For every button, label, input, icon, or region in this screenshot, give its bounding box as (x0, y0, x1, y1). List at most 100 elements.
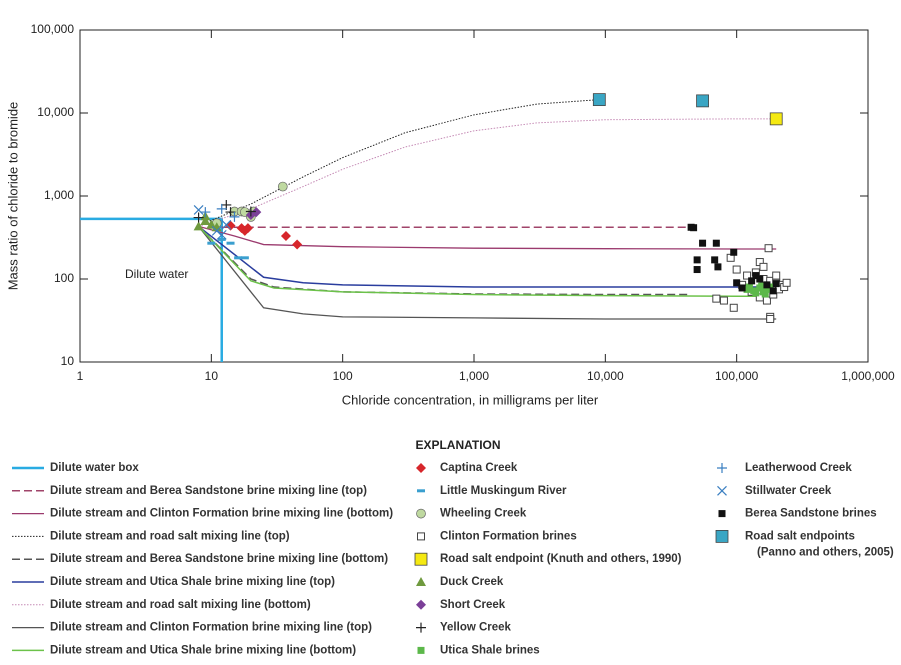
point (761, 290, 769, 298)
x-tick-label: 1 (77, 369, 84, 383)
point (225, 207, 236, 218)
legend-swatch (417, 532, 425, 541)
point (766, 314, 775, 323)
point (200, 207, 211, 218)
legend-label: Wheeling Creek (440, 508, 527, 520)
mixing-line (198, 226, 777, 320)
point (690, 224, 698, 232)
point (748, 277, 756, 285)
legend-label: (Panno and others, 2005) (757, 546, 894, 558)
legend-swatch (416, 508, 426, 519)
legend-label: Dilute stream and Clinton Formation brin… (50, 622, 372, 634)
mixing-line (198, 99, 600, 227)
legend-label: Road salt endpoint (Knuth and others, 19… (440, 553, 682, 565)
legend-swatch (717, 463, 727, 473)
point (752, 272, 760, 280)
point (206, 219, 217, 229)
legend-label: Dilute stream and road salt mixing line … (50, 530, 290, 542)
point (292, 239, 303, 250)
point (756, 275, 764, 283)
legend-swatch (718, 510, 726, 518)
point (758, 282, 766, 290)
mixing-line (198, 225, 777, 250)
legend: Dilute water box Dilute stream and Berea … (12, 462, 894, 656)
legend-swatch (416, 577, 426, 586)
point (743, 271, 752, 280)
point (693, 256, 701, 264)
legend-label: Dilute stream and Berea Sandstone brine … (50, 485, 367, 497)
mixing-line (198, 225, 760, 288)
point (712, 294, 721, 303)
point (738, 284, 746, 292)
legend-title: EXPLANATION (415, 438, 500, 452)
legend-label: Leatherwood Creek (745, 462, 852, 474)
legend-label: Dilute stream and Berea Sandstone brine … (50, 553, 388, 565)
mixing-line (198, 225, 692, 296)
x-tick-label: 1,000,000 (841, 369, 895, 383)
mixing-line (80, 217, 223, 362)
y-axis-label: Mass ratio of chloride to bromide (5, 102, 20, 291)
point (207, 241, 216, 245)
point (221, 219, 232, 230)
point (769, 112, 783, 126)
legend-swatch (717, 485, 727, 496)
point (733, 279, 741, 287)
legend-label: Berea Sandstone brines (745, 508, 877, 520)
legend-label: Dilute stream and Utica Shale brine mixi… (50, 644, 356, 656)
x-tick-label: 10,000 (587, 369, 624, 383)
point (234, 256, 243, 260)
y-tick-label: 100 (54, 271, 74, 285)
plot-frame (79, 29, 869, 363)
point (772, 280, 780, 288)
x-axis-label: Chloride concentration, in milligrams pe… (342, 392, 599, 407)
point (193, 212, 204, 223)
legend-swatch (416, 599, 426, 610)
legend-swatch (417, 646, 425, 654)
point (211, 225, 222, 236)
point (763, 281, 771, 289)
legend-swatch (414, 552, 428, 566)
y-tick-label: 1,000 (44, 188, 74, 202)
point (772, 271, 781, 280)
legend-label: Dilute stream and road salt mixing line … (50, 599, 311, 611)
legend-swatch (715, 530, 729, 543)
point (280, 230, 291, 241)
legend-label: Short Creek (440, 599, 506, 611)
point (200, 215, 211, 225)
legend-label: Utica Shale brines (440, 644, 540, 656)
point (711, 256, 719, 264)
point (217, 237, 226, 241)
mixing-line (198, 118, 777, 227)
x-tick-label: 10 (205, 369, 219, 383)
point (730, 248, 738, 256)
x-tick-label: 100 (333, 369, 353, 383)
x-tick-label: 1,000 (459, 369, 489, 383)
point (592, 93, 606, 107)
point (764, 244, 773, 253)
y-tick-label: 100,000 (31, 22, 75, 36)
point (719, 296, 728, 305)
point (216, 203, 227, 214)
annotation: Dilute water (125, 267, 188, 281)
legend-label: Dilute stream and Utica Shale brine mixi… (50, 576, 335, 588)
y-tick-label: 10,000 (37, 105, 74, 119)
point (245, 206, 256, 217)
point (193, 221, 204, 231)
legend-label: Stillwater Creek (745, 485, 832, 497)
point (193, 204, 204, 215)
legend-label: Captina Creek (440, 462, 518, 474)
legend-label: Road salt endpoints (745, 530, 855, 542)
legend-label: Yellow Creek (440, 622, 512, 634)
point (699, 239, 707, 247)
legend-label: Dilute water box (50, 462, 139, 474)
point (712, 239, 720, 247)
point (226, 241, 235, 245)
point (277, 181, 288, 192)
point (732, 265, 741, 274)
legend-label: Dilute stream and Clinton Formation brin… (50, 508, 393, 520)
legend-label: Duck Creek (440, 576, 504, 588)
point (693, 266, 701, 274)
point (752, 289, 760, 297)
point (229, 211, 240, 222)
